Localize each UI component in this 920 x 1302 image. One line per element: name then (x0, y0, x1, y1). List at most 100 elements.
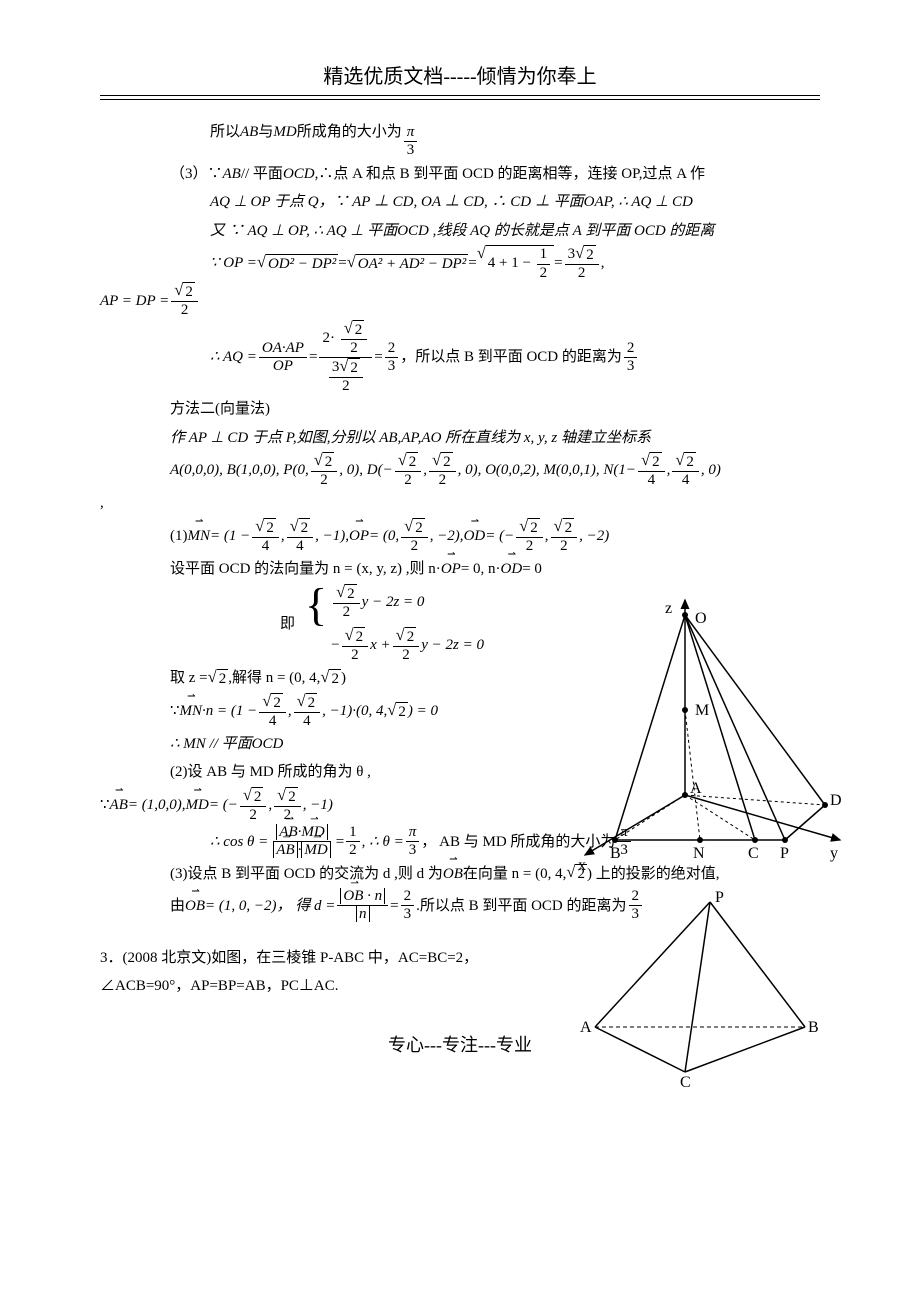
lbl-C: C (748, 845, 759, 862)
p2: 设平面 OCD 的法向量为 n = (x, y, z) ,则 n· ⇀OP = … (100, 555, 650, 584)
d: 2 (557, 538, 571, 555)
n: √2 (429, 452, 456, 472)
lbl-B: B (808, 1019, 819, 1036)
a: 2 (684, 452, 696, 471)
dd: 2 (339, 378, 353, 395)
lbl-O: O (695, 610, 707, 627)
n: √2 (393, 627, 420, 647)
line-5: ∵ OP = √OD² − DP² = √OA² + AD² − DP² = √… (100, 245, 820, 282)
t: , −1)·(0, 4, (322, 697, 387, 726)
d: 3 (406, 842, 420, 859)
t: 所成角的大小为 (297, 118, 402, 147)
t: y − 2z = 0 (421, 631, 484, 660)
lbl-A: A (690, 780, 702, 797)
a: 2 (345, 584, 357, 603)
n: √2 (259, 693, 286, 713)
lbl-D: D (830, 792, 842, 809)
t: OCD (283, 160, 315, 189)
num: π (404, 124, 418, 142)
arg: 4 + 1 − 12 (486, 245, 554, 282)
n: √2 (294, 693, 321, 713)
line-4: 又 ∵ AQ ⊥ OP, ∴ AQ ⊥ 平面OCD ,线段 AQ 的长就是点 A… (100, 217, 820, 246)
t: ) (341, 664, 346, 693)
a: 2 (413, 518, 425, 537)
t: , (288, 697, 292, 726)
t: = (0, (369, 522, 399, 551)
t: ) = 0 (408, 697, 438, 726)
t: 4 + 1 − (488, 256, 535, 272)
n: √2 (342, 627, 369, 647)
vec-mn: ⇀MN (188, 522, 211, 551)
t: = (374, 343, 382, 372)
t: ,∴点 A 和点 B 到平面 OCD 的距离相等，连接 OP,过点 A 作 (315, 160, 705, 189)
t: = (336, 828, 344, 857)
eq2: − √22 x + √22 y − 2z = 0 (331, 627, 484, 664)
d: 2 (537, 265, 551, 282)
lbl-P: P (715, 889, 724, 906)
n: √2 (333, 584, 360, 604)
d: 2 (408, 538, 422, 555)
d: 3 (624, 358, 638, 375)
problem-3: 3．(2008 北京文)如图，在三棱锥 P-ABC 中，AC=BC=2，∠ACB… (100, 944, 560, 1001)
a: 2 (441, 452, 453, 471)
t: OB (343, 888, 363, 904)
lbl-A: A (580, 1019, 592, 1036)
method2-title: 方法二(向量法) (100, 395, 820, 424)
a: 2 (405, 627, 417, 646)
arg: OD² − DP² (266, 254, 338, 273)
lbl-z: z (665, 600, 672, 617)
sqrt-3: √ 4 + 1 − 12 (477, 245, 554, 282)
t: (1) (170, 522, 188, 551)
t: , −1), (315, 522, 349, 551)
n: π (406, 824, 420, 842)
vec-od: ⇀OD (464, 522, 486, 551)
n: √2 (311, 452, 338, 472)
t: = (1,0,0), (128, 791, 186, 820)
t: x + (370, 631, 391, 660)
n: √2 (252, 518, 279, 538)
a: 2 (286, 787, 298, 806)
d: 3√22 (324, 358, 368, 395)
frac-pi-3: π 3 (404, 124, 418, 160)
arg: OA² + AD² − DP² (356, 254, 468, 273)
t: , −2) (579, 522, 609, 551)
a: 2 (528, 518, 540, 537)
frac-cos: ⇀AB·⇀MD ⇀AB·⇀MD (270, 824, 333, 860)
t: = (309, 343, 317, 372)
n: ⇀OB · n (337, 888, 388, 906)
n: √2 (171, 282, 198, 302)
t: 又 ∵ AQ ⊥ OP, ∴ AQ ⊥ 平面OCD ,线段 AQ 的长就是点 A… (210, 217, 714, 246)
frac-2-3: 2 3 (385, 340, 399, 376)
n: 2· √22 (319, 320, 372, 358)
n: OA·AP (259, 340, 307, 358)
a: 2 (584, 245, 596, 264)
vec-ob: ⇀OB (443, 860, 463, 889)
coords: A(0,0,0), B(1,0,0), P(0, √22 , 0), D(− √… (100, 452, 820, 489)
sqrt-2: √OA² + AD² − DP² (347, 254, 469, 273)
a: 2 (271, 693, 283, 712)
n: √2 (274, 787, 301, 807)
t: = 0 (522, 555, 542, 584)
line-3: AQ ⊥ OP 于点 Q，∵ AP ⊥ CD, OA ⊥ CD, ∴ CD ⊥ … (100, 188, 820, 217)
frac-rt2-2: √2 2 (171, 282, 198, 319)
line-6: AP = DP = √2 2 (100, 282, 820, 319)
d: n (353, 906, 373, 923)
d: 2 (575, 265, 589, 282)
a: 2 (306, 693, 318, 712)
header-rule (100, 95, 820, 100)
line-2: （3）∵ AB // 平面 OCD ,∴点 A 和点 B 到平面 OCD 的距离… (100, 160, 820, 189)
t: （3）∵ (170, 160, 223, 189)
t: = 0, n· (461, 555, 501, 584)
d: 2 (399, 647, 413, 664)
dd: 2 (347, 340, 361, 357)
t: , (281, 522, 285, 551)
t: , (667, 456, 671, 485)
n: 2 (624, 340, 638, 358)
a: 2 (407, 452, 419, 471)
d: 2 (246, 807, 260, 824)
method2-l1: 作 AP ⊥ CD 于点 P,如图,分别以 AB,AP,AO 所在直线为 x, … (100, 424, 820, 453)
t: (3)设点 B 到平面 OCD 的交流为 d ,则 d 为 (170, 860, 443, 889)
a: 2 (329, 669, 341, 688)
t: ，所以点 B 到平面 OCD 的距离为 (400, 343, 622, 372)
d: 2 (178, 302, 192, 319)
